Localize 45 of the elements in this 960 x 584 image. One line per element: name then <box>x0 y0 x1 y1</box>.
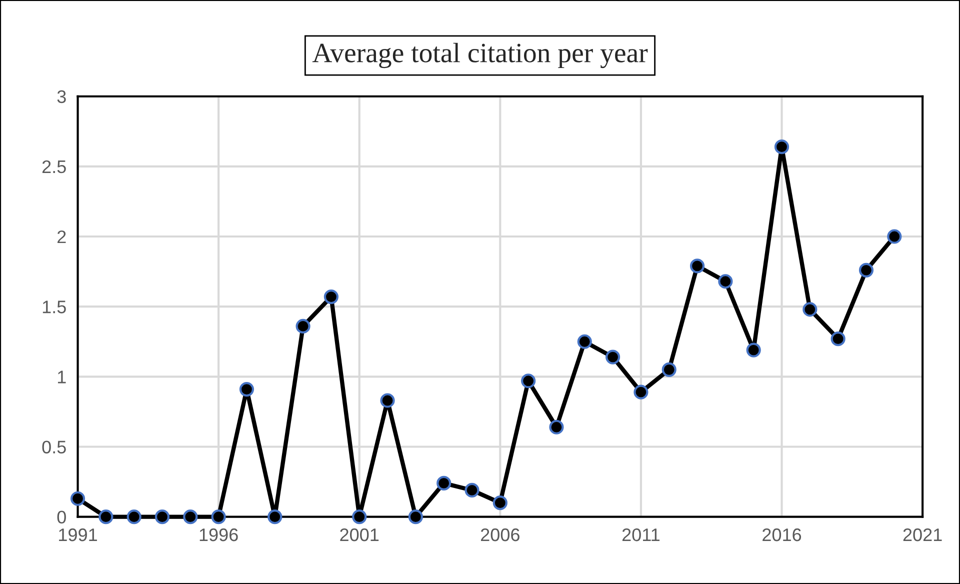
point <box>634 384 648 400</box>
point <box>154 510 170 524</box>
y-tick-label: 0.5 <box>42 440 66 454</box>
y-tick-label: 1 <box>58 370 66 384</box>
point <box>887 229 902 244</box>
point <box>774 140 790 154</box>
point <box>802 302 818 317</box>
point <box>296 318 310 334</box>
point <box>324 289 338 304</box>
y-tick-label: 3 <box>57 90 66 104</box>
y-tick-label: 1.5 <box>42 300 66 314</box>
point <box>830 332 846 346</box>
point <box>239 382 254 397</box>
x-tick-label: 2011 <box>622 528 660 542</box>
point <box>746 342 761 358</box>
point <box>70 491 86 506</box>
x-tick-label: 2016 <box>762 528 802 542</box>
x-tick-label: 2001 <box>340 528 379 542</box>
point <box>492 496 508 510</box>
x-tick-label: 2021 <box>903 528 942 542</box>
point <box>690 258 705 274</box>
point <box>436 476 452 490</box>
y-tick-label: 2 <box>58 230 66 244</box>
y-tick-label: 2.5 <box>42 160 66 174</box>
x-tick-label: 2006 <box>480 528 520 542</box>
chart-title: Average total citation per year <box>312 42 648 68</box>
y-tick-label: 0 <box>57 510 66 524</box>
point <box>352 510 367 524</box>
point <box>126 510 142 524</box>
point <box>98 510 114 524</box>
point <box>464 482 480 498</box>
point <box>183 510 198 524</box>
point <box>662 362 676 377</box>
point <box>606 350 620 364</box>
point <box>549 420 564 434</box>
point <box>380 393 395 408</box>
x-tick-label: 1991 <box>59 528 97 542</box>
x-tick-label: 1996 <box>200 528 238 542</box>
point <box>718 274 733 289</box>
point <box>268 510 282 524</box>
point <box>521 374 536 388</box>
point <box>211 510 226 524</box>
point <box>577 334 592 349</box>
point <box>408 510 423 524</box>
point <box>858 262 874 278</box>
